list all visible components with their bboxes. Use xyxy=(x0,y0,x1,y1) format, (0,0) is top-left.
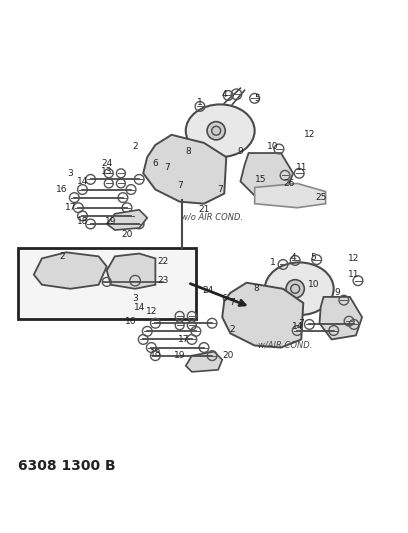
Text: 17: 17 xyxy=(64,203,76,212)
Text: 1: 1 xyxy=(270,258,276,267)
Text: 7: 7 xyxy=(165,163,171,172)
Text: 21: 21 xyxy=(198,205,210,214)
Text: 7: 7 xyxy=(177,181,182,190)
Text: 14: 14 xyxy=(77,177,88,186)
Text: 2: 2 xyxy=(230,325,235,334)
Text: 19: 19 xyxy=(174,351,186,360)
Text: 9: 9 xyxy=(335,288,341,297)
Text: 10: 10 xyxy=(267,142,279,151)
Text: 8: 8 xyxy=(254,284,259,293)
Text: w/AIR COND.: w/AIR COND. xyxy=(258,341,312,350)
Text: 3: 3 xyxy=(67,169,73,178)
Text: 7: 7 xyxy=(298,319,304,328)
Polygon shape xyxy=(240,153,293,198)
Text: 9: 9 xyxy=(237,147,243,156)
Text: 17: 17 xyxy=(178,335,189,344)
Text: 5: 5 xyxy=(310,253,316,262)
Polygon shape xyxy=(186,352,222,372)
Text: 10: 10 xyxy=(308,280,319,289)
Text: 12: 12 xyxy=(146,306,157,316)
Polygon shape xyxy=(255,183,326,208)
Text: 3: 3 xyxy=(132,294,138,303)
Text: 18: 18 xyxy=(150,349,161,358)
Text: 6: 6 xyxy=(153,159,158,168)
Ellipse shape xyxy=(265,262,334,315)
Text: 7: 7 xyxy=(217,185,223,194)
Text: 2: 2 xyxy=(59,252,65,261)
Text: 8: 8 xyxy=(185,147,191,156)
Text: 1: 1 xyxy=(197,98,203,107)
Text: 12: 12 xyxy=(304,130,315,139)
Text: 2: 2 xyxy=(132,142,138,151)
Text: 7: 7 xyxy=(229,297,235,306)
Text: 4: 4 xyxy=(290,253,296,262)
Text: 5: 5 xyxy=(254,94,259,103)
Text: 13: 13 xyxy=(101,167,113,176)
Polygon shape xyxy=(319,297,362,340)
Ellipse shape xyxy=(286,280,304,298)
FancyBboxPatch shape xyxy=(18,248,196,319)
Text: 6: 6 xyxy=(222,294,227,303)
Text: 19: 19 xyxy=(105,217,117,227)
Text: 24: 24 xyxy=(101,159,112,168)
Text: 15: 15 xyxy=(255,175,266,184)
Polygon shape xyxy=(222,282,303,348)
Polygon shape xyxy=(107,210,147,230)
Text: 24: 24 xyxy=(202,286,214,295)
Text: 14: 14 xyxy=(133,303,145,311)
Polygon shape xyxy=(107,254,155,289)
Text: 4: 4 xyxy=(222,90,227,99)
Text: w/o AIR COND.: w/o AIR COND. xyxy=(181,213,243,222)
Text: 23: 23 xyxy=(158,276,169,285)
Text: 16: 16 xyxy=(125,317,137,326)
Text: 11: 11 xyxy=(295,163,307,172)
Ellipse shape xyxy=(207,122,225,140)
Text: 12: 12 xyxy=(348,254,359,263)
Text: 11: 11 xyxy=(348,270,360,279)
Text: 14: 14 xyxy=(291,322,303,331)
Polygon shape xyxy=(143,135,226,204)
Text: 16: 16 xyxy=(56,185,68,194)
Text: 22: 22 xyxy=(158,257,169,266)
Text: 6308 1300 B: 6308 1300 B xyxy=(18,459,115,473)
Polygon shape xyxy=(34,252,107,289)
Text: 18: 18 xyxy=(77,217,88,227)
Text: 20: 20 xyxy=(121,230,133,239)
Ellipse shape xyxy=(186,104,255,157)
Text: 20: 20 xyxy=(223,351,234,360)
Text: 26: 26 xyxy=(284,179,295,188)
Text: 25: 25 xyxy=(316,193,327,202)
